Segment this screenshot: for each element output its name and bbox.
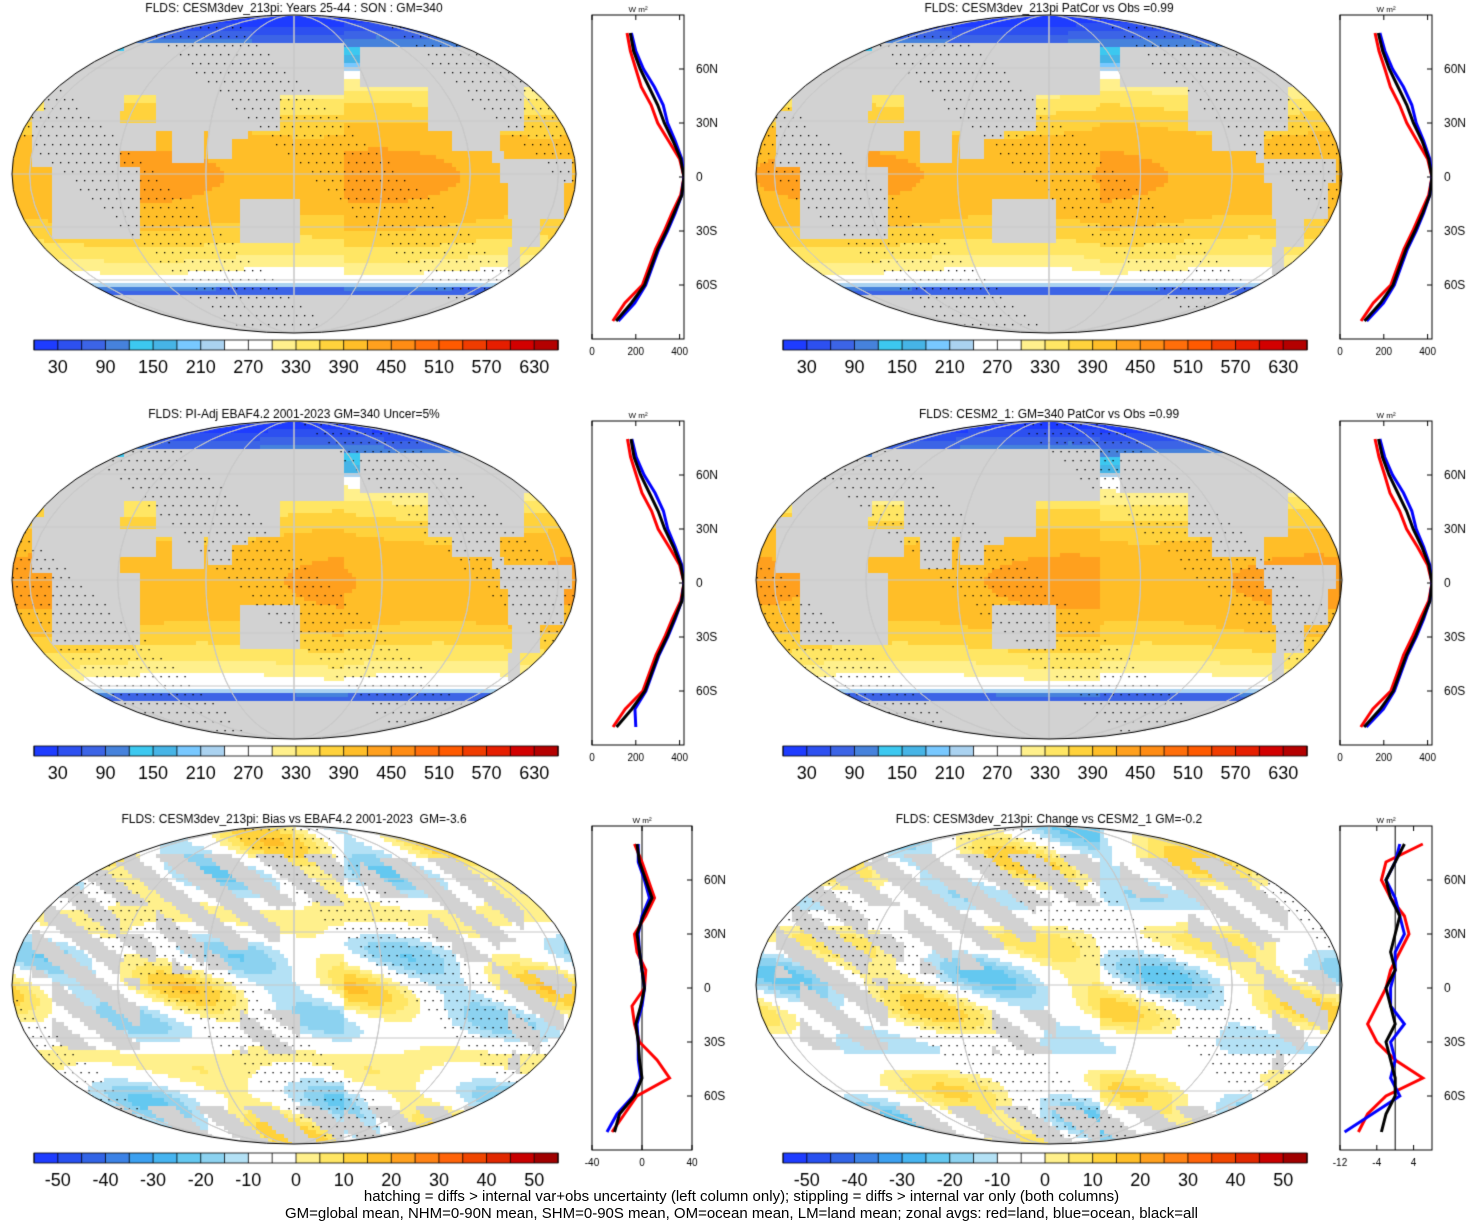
- figure-canvas: [0, 0, 1483, 1193]
- footer-note-hatching: hatching = diffs > internal var+obs unce…: [363, 1188, 1120, 1205]
- footer-note-legend: GM=global mean, NHM=0-90N mean, SHM=0-90…: [284, 1205, 1198, 1222]
